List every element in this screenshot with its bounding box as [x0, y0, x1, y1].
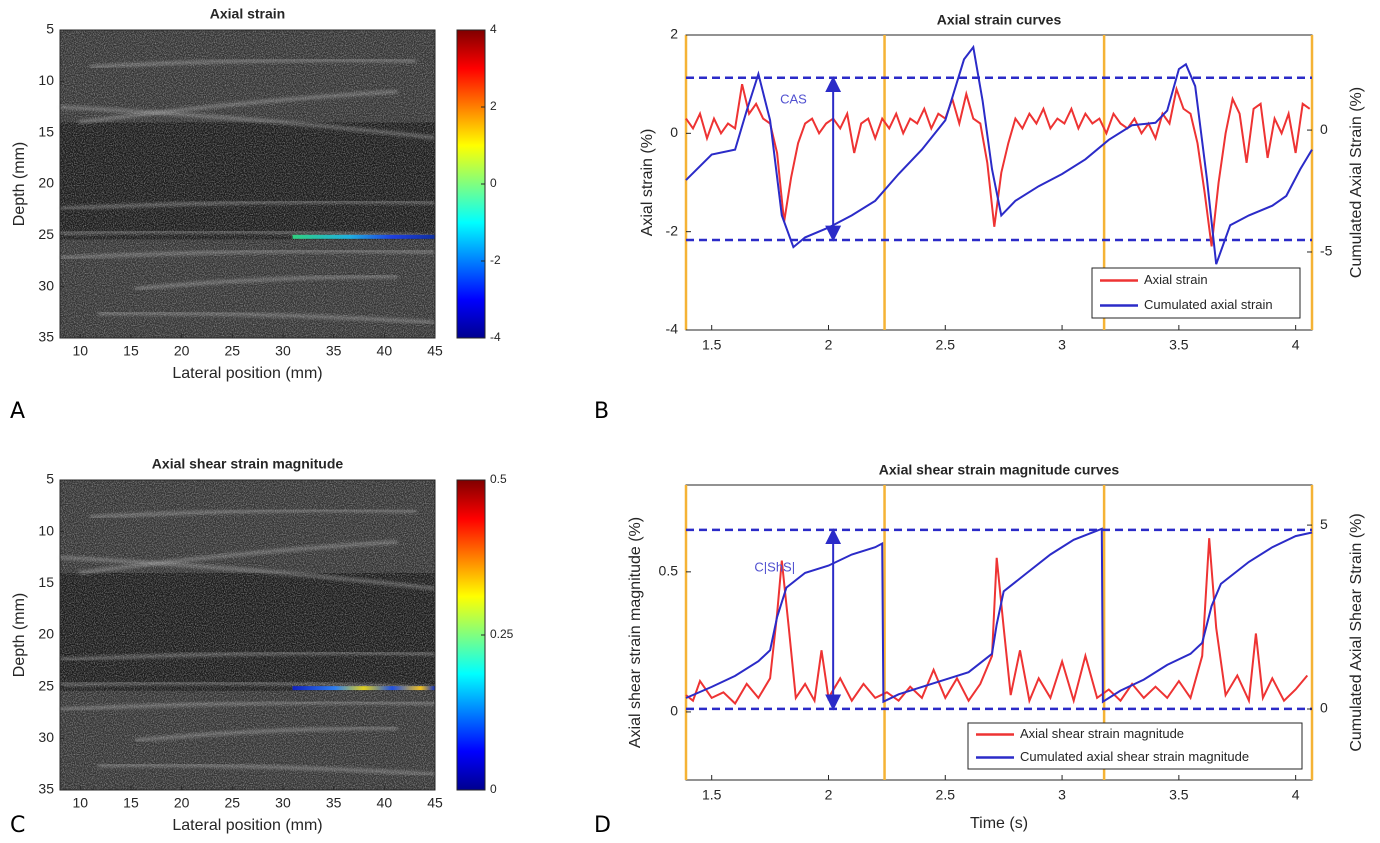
- y2-axis-label: Cumulated Axial Shear Strain (%): [1348, 513, 1365, 751]
- x-tick-label: 45: [427, 795, 443, 811]
- colorbar-tick-label: 0.25: [490, 627, 514, 641]
- y2-tick-label: 5: [1320, 516, 1328, 532]
- x-tick-label: 45: [427, 343, 443, 359]
- colorbar-tick-label: 4: [490, 22, 497, 36]
- chart-title: Axial strain curves: [937, 12, 1062, 28]
- colorbar-tick-label: -2: [490, 253, 501, 267]
- chart-title: Axial shear strain magnitude curves: [879, 462, 1120, 478]
- x-tick-label: 1.5: [702, 337, 722, 353]
- annotation: C|ShS|: [754, 559, 795, 574]
- x-tick-label: 15: [123, 343, 139, 359]
- y-tick-label: 0: [670, 703, 678, 719]
- y-tick-label: 15: [38, 574, 54, 590]
- y-tick-label: 30: [38, 729, 54, 745]
- y-axis-label: Axial strain (%): [639, 129, 656, 237]
- y-tick-label: 25: [38, 677, 54, 693]
- x-tick-label: 2.5: [936, 787, 956, 803]
- panel-label: B: [594, 399, 609, 424]
- x-tick-label: 20: [174, 343, 190, 359]
- y-tick-label: 35: [38, 329, 54, 345]
- y-tick-label: 5: [46, 471, 54, 487]
- x-tick-label: 30: [275, 795, 291, 811]
- x-tick-label: 2: [825, 787, 833, 803]
- chart-title: Axial shear strain magnitude: [152, 456, 344, 472]
- x-tick-label: 40: [377, 795, 393, 811]
- y-tick-label: 15: [38, 123, 54, 139]
- x-tick-label: 2: [825, 337, 833, 353]
- legend-label: Axial strain: [1144, 272, 1208, 287]
- y-tick-label: 2: [670, 26, 678, 42]
- y-tick-label: -4: [666, 321, 679, 337]
- y-tick-label: 20: [38, 626, 54, 642]
- y-axis-label: Axial shear strain magnitude (%): [627, 517, 644, 748]
- figure: 10152025303540455101520253035Axial strai…: [0, 0, 1380, 838]
- y-tick-label: 35: [38, 781, 54, 797]
- x-tick-label: 25: [225, 795, 241, 811]
- y-tick-label: 10: [38, 522, 54, 538]
- x-tick-label: 4: [1292, 787, 1300, 803]
- panel-label: D: [594, 813, 611, 838]
- x-tick-label: 40: [377, 343, 393, 359]
- y-tick-label: 10: [38, 72, 54, 88]
- colorbar-tick-label: 2: [490, 99, 497, 113]
- strain-overlay: [293, 686, 436, 690]
- x-tick-label: 25: [225, 343, 241, 359]
- strain-overlay: [293, 235, 436, 239]
- y-tick-label: 5: [46, 21, 54, 37]
- colorbar-tick-label: 0: [490, 176, 497, 190]
- x-tick-label: 3.5: [1169, 787, 1189, 803]
- x-tick-label: 20: [174, 795, 190, 811]
- x-tick-label: 30: [275, 343, 291, 359]
- colorbar-tick-label: 0.5: [490, 472, 507, 486]
- x-tick-label: 4: [1292, 337, 1300, 353]
- y2-axis-label: Cumulated Axial Strain (%): [1348, 87, 1365, 278]
- x-tick-label: 35: [326, 795, 342, 811]
- panel-label: A: [10, 399, 25, 424]
- x-tick-label: 2.5: [936, 337, 956, 353]
- legend-label: Cumulated axial shear strain magnitude: [1020, 749, 1249, 764]
- y2-tick-label: -5: [1320, 243, 1333, 259]
- ultrasound-grain: [60, 30, 435, 338]
- legend-label: Axial shear strain magnitude: [1020, 726, 1184, 741]
- y-tick-label: 0: [670, 124, 678, 140]
- y-axis-label: Depth (mm): [11, 142, 28, 226]
- x-tick-label: 35: [326, 343, 342, 359]
- colorbar: [457, 30, 485, 338]
- y-tick-label: 20: [38, 175, 54, 191]
- x-axis-label: Lateral position (mm): [172, 817, 322, 834]
- y-tick-label: 0.5: [659, 563, 679, 579]
- x-tick-label: 3: [1058, 787, 1066, 803]
- x-tick-label: 3.5: [1169, 337, 1189, 353]
- x-axis-label: Lateral position (mm): [172, 365, 322, 382]
- ultrasound-grain: [60, 480, 435, 790]
- y-tick-label: -2: [666, 222, 679, 238]
- chart-title: Axial strain: [210, 6, 285, 22]
- x-axis-label: Time (s): [970, 815, 1028, 832]
- x-tick-label: 10: [72, 795, 88, 811]
- colorbar: [457, 480, 485, 790]
- x-tick-label: 3: [1058, 337, 1066, 353]
- y2-tick-label: 0: [1320, 700, 1328, 716]
- panel-label: C: [10, 813, 25, 838]
- colorbar-tick-label: 0: [490, 782, 497, 796]
- x-tick-label: 15: [123, 795, 139, 811]
- y2-tick-label: 0: [1320, 121, 1328, 137]
- colorbar-tick-label: -4: [490, 330, 501, 344]
- y-tick-label: 25: [38, 226, 54, 242]
- x-tick-label: 10: [72, 343, 88, 359]
- y-axis-label: Depth (mm): [11, 593, 28, 677]
- legend-label: Cumulated axial strain: [1144, 297, 1273, 312]
- annotation: CAS: [780, 91, 807, 106]
- x-tick-label: 1.5: [702, 787, 722, 803]
- y-tick-label: 30: [38, 277, 54, 293]
